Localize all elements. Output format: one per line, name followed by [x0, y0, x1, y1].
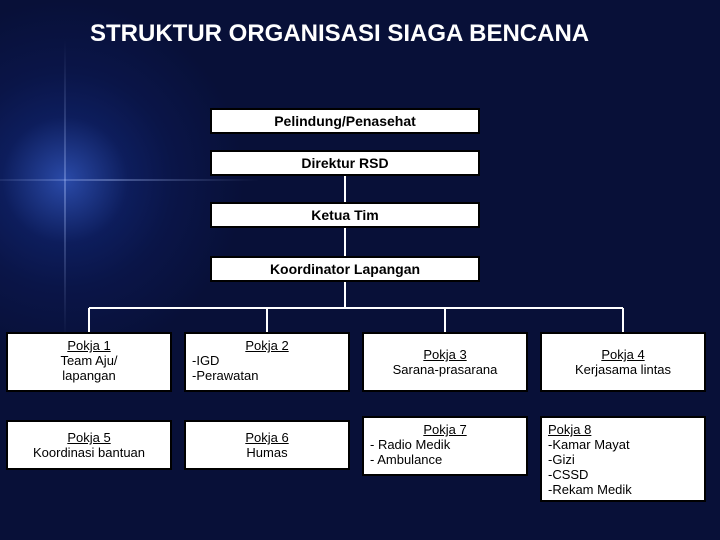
- node-pokja-5: Pokja 5 Koordinasi bantuan: [6, 420, 172, 470]
- pokja-line: -IGD: [192, 353, 342, 368]
- pokja-line: -Perawatan: [192, 368, 342, 383]
- pokja-line: lapangan: [14, 368, 164, 383]
- pokja-line: - Radio Medik: [370, 437, 520, 452]
- pokja-line: -CSSD: [548, 467, 698, 482]
- node-pokja-1: Pokja 1 Team Aju/ lapangan: [6, 332, 172, 392]
- pokja-line: Kerjasama lintas: [548, 362, 698, 377]
- pokja-line: Team Aju/: [14, 353, 164, 368]
- pokja-title: Pokja 7: [370, 422, 520, 437]
- node-pelindung: Pelindung/Penasehat: [210, 108, 480, 134]
- pokja-line: Humas: [192, 445, 342, 460]
- pokja-line: Sarana-prasarana: [370, 362, 520, 377]
- pokja-line: -Rekam Medik: [548, 482, 698, 497]
- pokja-line: -Kamar Mayat: [548, 437, 698, 452]
- node-koordinator-lapangan: Koordinator Lapangan: [210, 256, 480, 282]
- pokja-title: Pokja 6: [192, 430, 342, 445]
- node-pokja-3: Pokja 3 Sarana-prasarana: [362, 332, 528, 392]
- node-pokja-4: Pokja 4 Kerjasama lintas: [540, 332, 706, 392]
- node-direktur: Direktur RSD: [210, 150, 480, 176]
- node-pokja-7: Pokja 7 - Radio Medik - Ambulance: [362, 416, 528, 476]
- pokja-line: - Ambulance: [370, 452, 520, 467]
- node-pokja-6: Pokja 6 Humas: [184, 420, 350, 470]
- pokja-title: Pokja 2: [192, 338, 342, 353]
- node-pokja-8: Pokja 8 -Kamar Mayat -Gizi -CSSD -Rekam …: [540, 416, 706, 502]
- pokja-line: Koordinasi bantuan: [14, 445, 164, 460]
- pokja-title: Pokja 3: [370, 347, 520, 362]
- pokja-title: Pokja 5: [14, 430, 164, 445]
- page-title: STRUKTUR ORGANISASI SIAGA BENCANA: [90, 20, 589, 49]
- pokja-line: -Gizi: [548, 452, 698, 467]
- pokja-title: Pokja 8: [548, 422, 698, 437]
- node-pokja-2: Pokja 2 -IGD -Perawatan: [184, 332, 350, 392]
- pokja-title: Pokja 1: [14, 338, 164, 353]
- pokja-title: Pokja 4: [548, 347, 698, 362]
- node-ketua-tim: Ketua Tim: [210, 202, 480, 228]
